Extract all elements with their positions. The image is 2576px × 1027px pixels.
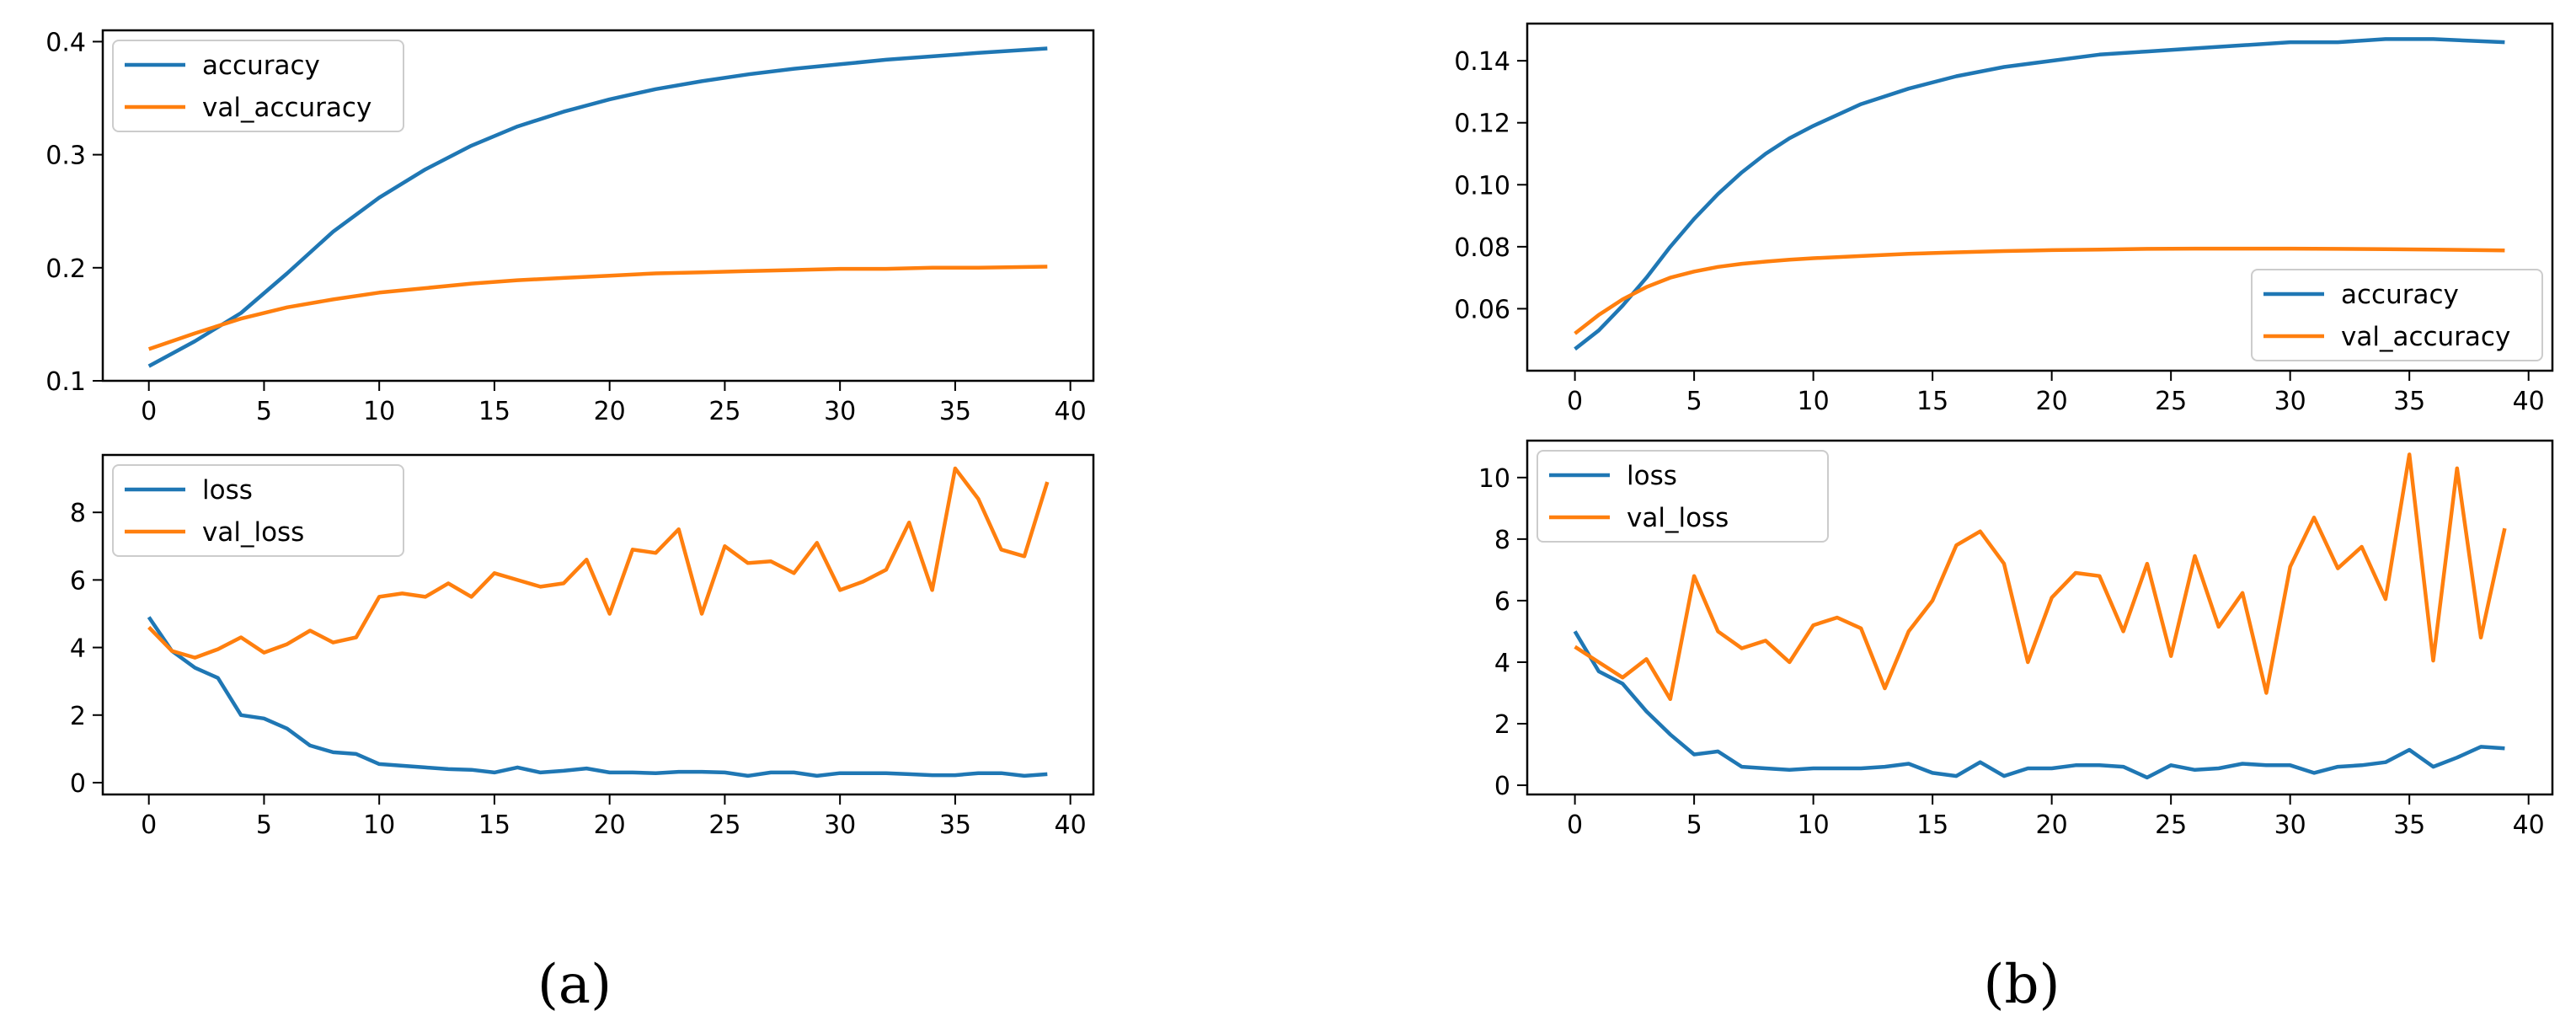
legend-label-val-loss: val_loss xyxy=(1627,503,1729,533)
x-tick-label: 40 xyxy=(1055,397,1087,426)
legend-box xyxy=(112,464,404,557)
x-tick-label: 0 xyxy=(141,397,157,426)
legend-label-accuracy: accuracy xyxy=(2341,280,2459,310)
x-tick-label: 0 xyxy=(1567,810,1583,840)
x-tick-label: 35 xyxy=(939,397,971,426)
legend-label-loss: loss xyxy=(1627,461,1677,491)
axes-frame xyxy=(1526,439,2554,796)
series-line-loss xyxy=(147,616,1048,778)
x-tick-label: 40 xyxy=(2513,810,2545,840)
x-tick-label: 10 xyxy=(1798,810,1830,840)
x-tick-label: 25 xyxy=(708,397,740,426)
axes-frame xyxy=(101,453,1095,796)
x-tick-label: 25 xyxy=(708,810,740,840)
panel-a-accuracy: 0 5 10 15 20 25 30 35 40 0.1 0.2 0.3 0.4 accuracy val_… xyxy=(45,28,1095,426)
y-tick-label: 0 xyxy=(1494,772,1510,801)
series-line-val-loss xyxy=(147,466,1050,660)
y-tick-label: 6 xyxy=(70,566,86,596)
y-tick-label: 0.1 xyxy=(45,367,86,397)
x-tick-label: 5 xyxy=(256,810,272,840)
x-tick-label: 40 xyxy=(2513,387,2545,416)
series-line-val-accuracy xyxy=(147,265,1048,351)
x-tick-label: 15 xyxy=(478,810,510,840)
x-tick-label: 35 xyxy=(939,810,971,840)
y-tick-label: 2 xyxy=(70,702,86,731)
legend-box xyxy=(112,40,404,132)
series-line-loss xyxy=(1573,630,2505,780)
x-tick-label: 30 xyxy=(2274,387,2306,416)
x-tick-label: 35 xyxy=(2393,387,2425,416)
y-tick-label: 4 xyxy=(1494,649,1510,678)
series-line-val-loss xyxy=(1574,452,2507,702)
y-tick-label: 0.08 xyxy=(1454,233,1510,263)
x-tick-label: 5 xyxy=(1686,387,1702,416)
x-tick-label: 30 xyxy=(2274,810,2306,840)
panel-b-accuracy: 0 5 10 15 20 25 30 35 40 0.06 0.08 0.10 0.12 0.14 accu… xyxy=(1454,22,2554,416)
series-line-val-accuracy xyxy=(1574,246,2505,335)
x-tick-label: 25 xyxy=(2155,810,2187,840)
x-tick-label: 30 xyxy=(824,397,856,426)
caption-b: (b) xyxy=(1984,954,2060,1016)
x-tick-label: 20 xyxy=(2036,810,2068,840)
x-tick-label: 10 xyxy=(1798,387,1830,416)
legend-box xyxy=(1537,450,1829,543)
axes-frame xyxy=(101,29,1095,382)
x-tick-label: 10 xyxy=(363,810,395,840)
legend-label-loss: loss xyxy=(202,475,253,505)
series-line-accuracy xyxy=(1574,37,2505,351)
x-tick-label: 5 xyxy=(256,397,272,426)
panel-b-loss: 0 5 10 15 20 25 30 35 40 0 2 4 6 8 10 loss val_loss xyxy=(1478,439,2554,840)
x-tick-label: 15 xyxy=(1916,810,1948,840)
legend-label-val-accuracy: val_accuracy xyxy=(2341,322,2510,352)
y-tick-label: 8 xyxy=(1494,526,1510,555)
legend-label-val-loss: val_loss xyxy=(202,517,304,548)
y-tick-label: 0.4 xyxy=(45,28,86,57)
caption-a: (a) xyxy=(537,954,612,1016)
x-tick-label: 30 xyxy=(824,810,856,840)
y-tick-label: 4 xyxy=(70,634,86,664)
legend-label-val-accuracy: val_accuracy xyxy=(202,93,371,123)
x-tick-label: 15 xyxy=(478,397,510,426)
x-tick-label: 40 xyxy=(1055,810,1087,840)
x-tick-label: 0 xyxy=(141,810,157,840)
x-tick-label: 25 xyxy=(2155,387,2187,416)
x-tick-label: 20 xyxy=(594,397,626,426)
x-tick-label: 10 xyxy=(363,397,395,426)
x-tick-label: 5 xyxy=(1686,810,1702,840)
y-tick-label: 10 xyxy=(1478,464,1510,494)
x-tick-label: 20 xyxy=(594,810,626,840)
series-line-accuracy xyxy=(147,46,1048,368)
y-tick-label: 0.2 xyxy=(45,254,86,284)
y-tick-label: 0.06 xyxy=(1454,295,1510,324)
legend-box xyxy=(2251,269,2543,361)
y-tick-label: 2 xyxy=(1494,710,1510,740)
y-tick-label: 8 xyxy=(70,499,86,528)
y-tick-label: 0.14 xyxy=(1454,47,1510,77)
x-tick-label: 20 xyxy=(2036,387,2068,416)
y-tick-label: 0.3 xyxy=(45,142,86,171)
panel-a-loss: 0 5 10 15 20 25 30 35 40 0 2 4 6 8 loss val_loss xyxy=(70,453,1095,840)
y-tick-label: 6 xyxy=(1494,587,1510,617)
y-tick-label: 0.10 xyxy=(1454,171,1510,201)
legend-label-accuracy: accuracy xyxy=(202,51,320,81)
x-tick-label: 15 xyxy=(1916,387,1948,416)
x-tick-label: 0 xyxy=(1567,387,1583,416)
axes-frame xyxy=(1526,22,2554,372)
y-tick-label: 0 xyxy=(70,769,86,799)
x-tick-label: 35 xyxy=(2393,810,2425,840)
y-tick-label: 0.12 xyxy=(1454,110,1510,139)
